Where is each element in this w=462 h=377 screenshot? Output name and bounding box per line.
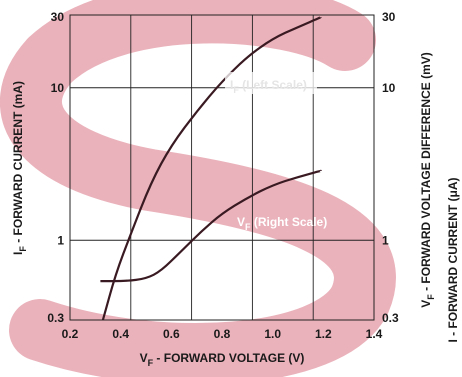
- grid-lines: [70, 15, 374, 320]
- x-tick-label: 0.8: [214, 327, 231, 341]
- clipped-right-label: I - FORWARD CURRENT (μA): [446, 177, 460, 342]
- y-right-tick-label: 0.3: [382, 311, 399, 325]
- y-left-title-sub: F: [18, 246, 28, 252]
- y-left-title-rest: - FORWARD CURRENT (mA): [11, 81, 25, 246]
- annotation-if: IF (Left Scale): [225, 72, 317, 95]
- y-right-title-sub: F: [426, 294, 436, 300]
- y-right-title-main: V: [419, 300, 433, 308]
- x-tick-label: 0.4: [112, 327, 129, 341]
- annotation-if-bg: [225, 72, 317, 94]
- y-left-tick-label: 30: [51, 10, 65, 24]
- y-right-tick-label: 1: [382, 233, 389, 247]
- annotation-if-rest: (Left Scale): [239, 78, 307, 92]
- x-axis-title-main: V: [140, 351, 148, 365]
- x-axis-title-sub: F: [148, 358, 154, 368]
- svg-text:IF (Left Scale): IF (Left Scale): [230, 78, 307, 95]
- annotation-vf-sub: F: [245, 222, 251, 232]
- y-left-tick-label: 10: [51, 81, 65, 95]
- annotation-vf-rest: (Right Scale): [251, 215, 328, 229]
- x-tick-label: 1.4: [366, 327, 383, 341]
- y-right-title-rest: - FORWARD VOLTAGE DIFFERENCE (mV): [419, 52, 433, 294]
- x-axis-title: VF - FORWARD VOLTAGE (V): [140, 351, 305, 368]
- annotation-vf: VF (Right Scale): [237, 215, 327, 232]
- y-right-axis-title: VF - FORWARD VOLTAGE DIFFERENCE (mV): [419, 52, 436, 308]
- svg-text:VF (Right Scale): VF (Right Scale): [237, 215, 327, 232]
- y-left-tick-labels: 0.3 1 10 30: [47, 10, 64, 325]
- y-left-tick-label: 1: [57, 233, 64, 247]
- x-tick-label: 1.2: [315, 327, 332, 341]
- series-group: [100, 16, 322, 321]
- annotation-if-name: I: [230, 78, 233, 92]
- plot-frame: [69, 14, 375, 321]
- annotation-vf-name: V: [237, 215, 245, 229]
- series-line-if: [101, 16, 322, 321]
- x-tick-label: 0.6: [163, 327, 180, 341]
- y-left-axis-title: IF - FORWARD CURRENT (mA): [11, 81, 28, 255]
- watermark-logo: [0, 0, 396, 377]
- x-tick-labels: 0.2 0.4 0.6 0.8 1.0 1.2 1.4: [62, 327, 383, 341]
- y-right-tick-labels: 0.3 1 10 30: [382, 10, 399, 325]
- y-right-tick-label: 30: [382, 10, 396, 24]
- x-tick-label: 1.0: [264, 327, 281, 341]
- y-left-tick-label: 0.3: [47, 311, 64, 325]
- y-left-title-main: I: [11, 252, 25, 255]
- series-line-vf: [100, 169, 322, 283]
- annotation-if-sub: F: [233, 85, 239, 95]
- y-right-tick-label: 10: [382, 81, 396, 95]
- x-tick-label: 0.2: [62, 327, 79, 341]
- x-axis-title-rest: - FORWARD VOLTAGE (V): [153, 351, 304, 365]
